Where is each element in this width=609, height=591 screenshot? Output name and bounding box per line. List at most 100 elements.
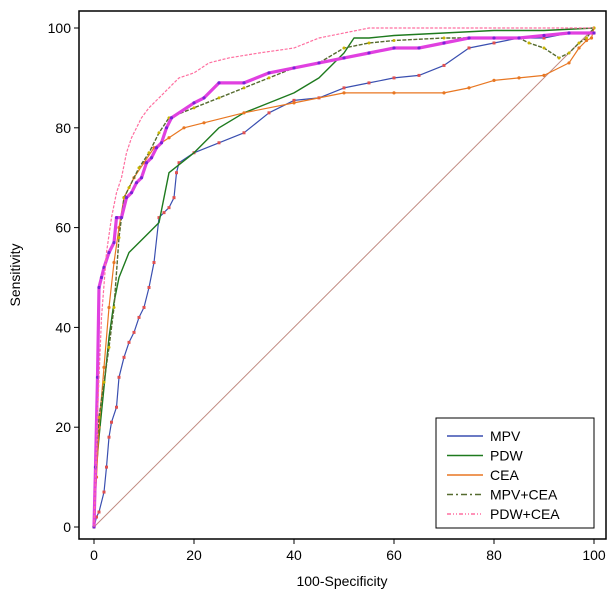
mpv-cea-point	[342, 46, 346, 50]
cea-point	[182, 126, 186, 130]
mpv-cea-point	[542, 46, 546, 50]
legend: MPV PDW CEA MPV+CEA PDW+CEA	[435, 417, 595, 529]
x-tick-label: 80	[486, 547, 502, 563]
mpv-point	[292, 98, 296, 102]
mpv-point	[105, 465, 108, 469]
pdw-cea-point	[202, 96, 206, 100]
cea-point	[589, 36, 594, 40]
mpv-cea-point	[442, 36, 446, 40]
mpv-point	[127, 340, 131, 344]
x-axis-title: 100-Specificity	[296, 573, 387, 589]
mpv-cea-point	[147, 151, 151, 155]
legend-label-pdw-cea: PDW+CEA	[490, 506, 560, 522]
legend-items: MPV PDW CEA MPV+CEA PDW+CEA	[447, 428, 560, 522]
pdw-cea-point	[169, 116, 174, 120]
mpv-cea-point	[102, 380, 106, 384]
pdw-cea-point	[467, 36, 471, 40]
pdw-cea-point	[124, 196, 129, 200]
mpv-point	[392, 76, 396, 80]
mpv-point	[367, 81, 371, 85]
x-tick-label: 20	[186, 547, 202, 563]
mpv-cea-series-line-3	[93, 27, 595, 528]
pdw-cea-point	[367, 51, 371, 55]
mpv-point	[467, 46, 471, 50]
pdw-cea-series-line-4	[92, 31, 594, 528]
x-tick-label: 100	[582, 547, 606, 563]
mpv-cea-point	[267, 76, 271, 80]
mpv-cea-point	[137, 166, 141, 170]
pdw-cea-point	[144, 161, 149, 165]
legend-label-mpv: MPV	[490, 428, 521, 444]
reference-diagonal-line	[93, 27, 595, 528]
cea-point	[567, 61, 571, 65]
mpv-cea-point	[157, 131, 161, 135]
pdw-cea-point	[292, 66, 296, 70]
pdw-cea-point	[342, 56, 346, 60]
y-axis-title: Sensitivity	[7, 243, 23, 306]
pdw-cea-point	[99, 275, 104, 280]
pdw-cea-point	[317, 61, 321, 65]
mpv-cea-point	[392, 38, 396, 42]
pdw-cea-point	[95, 375, 100, 379]
mpv-point	[267, 111, 271, 115]
mpv-cea-point	[577, 41, 581, 45]
mpv-point	[132, 330, 136, 334]
legend-label-mpv-cea: MPV+CEA	[490, 487, 558, 503]
pdw-cea-point	[107, 250, 111, 255]
y-tick-label: 80	[55, 120, 71, 136]
pdw-cea-point	[154, 146, 159, 150]
mpv-point	[122, 355, 126, 359]
plot-frame	[78, 10, 607, 540]
axes-layer: 0 20 40 60 80 100 0 20 40 60 80 100	[48, 20, 606, 563]
mpv-cea-point	[242, 86, 246, 90]
pdw-cea-point	[242, 81, 246, 85]
cea-point	[492, 78, 496, 82]
mpv-point	[167, 206, 171, 210]
pdw-cea-point	[149, 156, 154, 160]
mpv-point	[342, 86, 346, 90]
cea-point	[584, 38, 589, 43]
series-layer	[92, 26, 596, 529]
mpv-cea-point	[557, 56, 561, 60]
mpv-point	[97, 510, 101, 514]
cea-series-line-2	[93, 27, 595, 528]
mpv-point	[492, 41, 496, 45]
x-tick-label: 60	[386, 547, 402, 563]
pdw-cea-point	[267, 71, 271, 75]
mpv-point	[162, 211, 166, 215]
cea-point	[467, 86, 471, 90]
legend-box	[435, 417, 595, 529]
mpv-cea-point	[567, 51, 571, 55]
x-tick-label: 0	[90, 547, 98, 563]
mpv-point	[417, 73, 421, 77]
mpv-point	[542, 36, 546, 40]
mpv-cea-point	[585, 36, 588, 40]
y-tick-label: 60	[55, 220, 71, 236]
mpv-cea-point	[127, 186, 131, 190]
legend-label-cea: CEA	[490, 467, 519, 483]
mpv-point	[102, 490, 106, 494]
pdw-cea-point	[517, 36, 521, 40]
pdw-cea-point	[97, 285, 101, 290]
cea-point	[242, 111, 246, 115]
pdw-cea-point	[392, 46, 396, 50]
mpv-cea-point	[192, 106, 196, 110]
pdw-cea-point	[119, 216, 124, 220]
pdw-cea-point	[164, 126, 169, 130]
mpv-cea-point	[527, 41, 531, 45]
mpv-point	[137, 315, 141, 319]
pdw-cea-point	[114, 216, 119, 220]
pdw-cea-point	[112, 240, 116, 245]
y-tick-label: 0	[63, 519, 71, 535]
mpv-point	[242, 131, 246, 135]
mpv-point	[110, 420, 113, 424]
mpv-point	[147, 285, 151, 289]
mpv-point	[177, 161, 181, 165]
y-tick-label: 100	[48, 20, 72, 36]
pdw-cea-point	[417, 46, 421, 50]
cea-point	[107, 305, 111, 310]
mpv-point	[95, 515, 98, 519]
mpv-point	[442, 63, 446, 67]
cea-point	[342, 91, 346, 95]
cea-point	[167, 136, 171, 140]
